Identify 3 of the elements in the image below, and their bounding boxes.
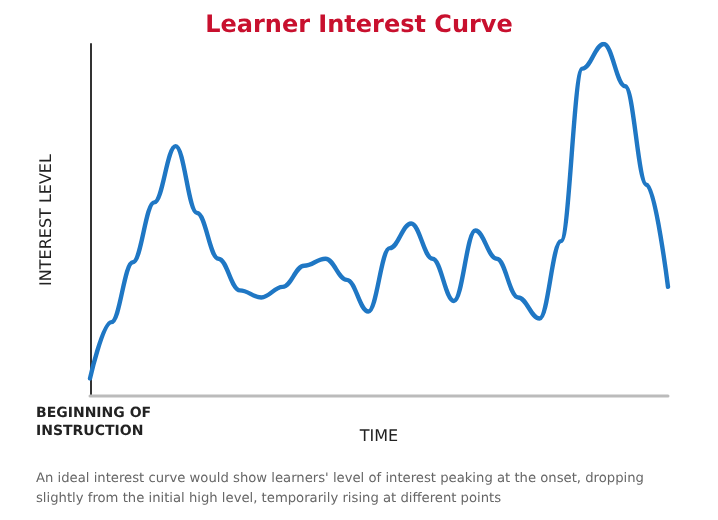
chart-title: Learner Interest Curve [205, 10, 513, 38]
y-axis-title: INTEREST LEVEL [37, 153, 55, 286]
x-axis-title: TIME [357, 427, 399, 445]
